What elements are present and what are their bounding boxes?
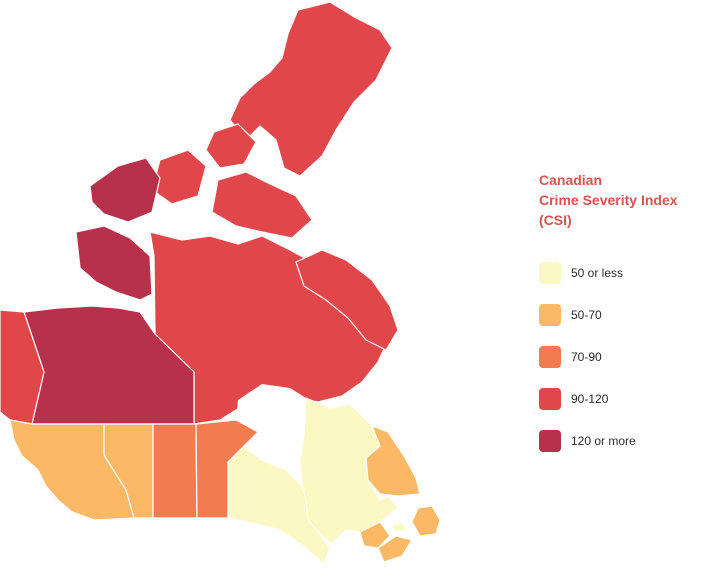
legend-swatch [539, 388, 561, 410]
region-nunavut-baffin [295, 249, 399, 351]
region-nwt-banks [89, 157, 161, 223]
legend-swatch [539, 430, 561, 452]
region-nova-scotia [377, 535, 413, 563]
legend-item-120-or-more: 120 or more [539, 420, 719, 462]
legend-label: 70-90 [571, 350, 602, 364]
region-new-brunswick [359, 521, 391, 549]
region-nunavut-islands-b [151, 149, 207, 205]
legend-swatch [539, 304, 561, 326]
region-nunavut-islands-a [211, 171, 313, 239]
region-saskatchewan [152, 423, 198, 519]
great-lakes [262, 534, 300, 560]
legend-swatch [539, 346, 561, 368]
region-nunavut-ellesmere [229, 1, 393, 177]
hudson-bay [236, 384, 306, 470]
region-nwt-victoria [75, 225, 153, 301]
legend: Canadian Crime Severity Index (CSI) 50 o… [539, 170, 719, 462]
legend-label: 90-120 [571, 392, 609, 406]
region-newfoundland [411, 505, 441, 537]
legend-item-70-90: 70-90 [539, 336, 719, 378]
legend-label: 50 or less [571, 266, 624, 280]
legend-swatch [539, 262, 561, 284]
legend-item-50-or-less: 50 or less [539, 252, 719, 294]
region-labrador [365, 425, 421, 497]
region-nunavut-islands-c [205, 123, 257, 169]
legend-label: 50-70 [571, 308, 602, 322]
legend-item-90-120: 90-120 [539, 378, 719, 420]
legend-title: Canadian Crime Severity Index (CSI) [539, 172, 678, 228]
legend-label: 120 or more [571, 434, 636, 448]
legend-item-50-70: 50-70 [539, 294, 719, 336]
region-pei [391, 521, 407, 533]
